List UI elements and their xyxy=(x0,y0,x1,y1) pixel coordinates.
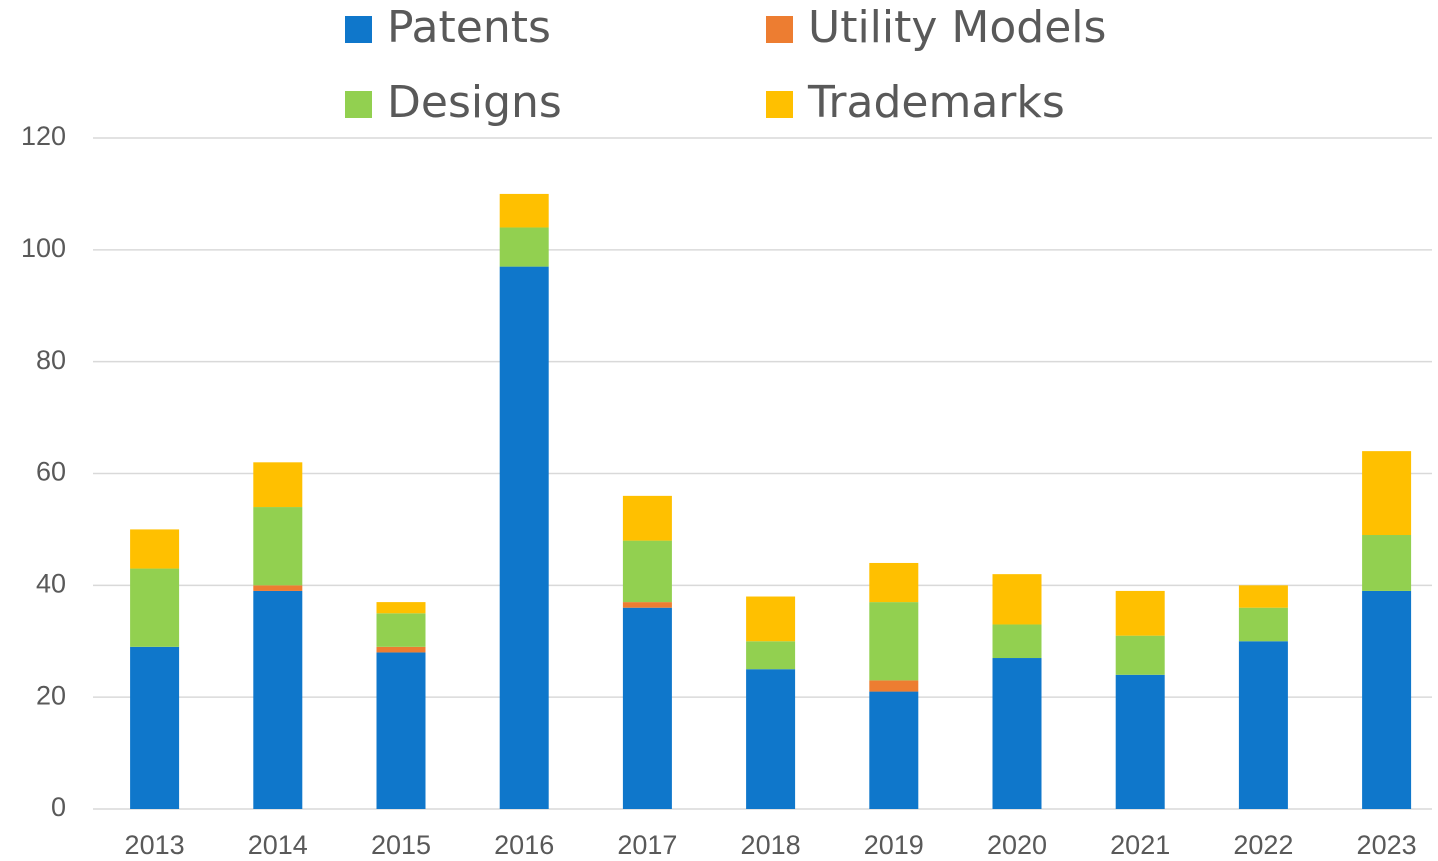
bar-segment xyxy=(746,596,796,642)
bar-segment xyxy=(130,646,180,809)
x-tick-label: 2015 xyxy=(371,830,431,860)
bar-segment xyxy=(130,529,180,569)
bar-segment xyxy=(253,462,303,508)
bar-segment xyxy=(253,585,303,591)
legend-swatch xyxy=(345,91,372,118)
legend-label: Trademarks xyxy=(807,77,1065,128)
bar-segment xyxy=(622,602,672,608)
bar-segment xyxy=(376,602,426,614)
x-tick-label: 2021 xyxy=(1110,830,1170,860)
legend-label: Patents xyxy=(387,2,551,53)
bar-segment xyxy=(1362,535,1412,591)
y-tick-label: 0 xyxy=(51,792,66,822)
bar-segment xyxy=(992,658,1042,809)
bar-segment xyxy=(1238,607,1288,642)
bar-segment xyxy=(1362,451,1412,536)
bar-segment xyxy=(376,652,426,809)
bar-segment xyxy=(1362,590,1412,809)
y-tick-label: 60 xyxy=(36,457,66,487)
bar-segment xyxy=(253,507,303,586)
bar-segment xyxy=(992,624,1042,659)
bar-segment xyxy=(499,266,549,809)
bar-segment xyxy=(869,602,919,681)
bar-segment xyxy=(622,540,672,603)
bar-segment xyxy=(1238,585,1288,608)
bar-segment xyxy=(1115,590,1165,636)
x-tick-label: 2020 xyxy=(987,830,1047,860)
bar-segment xyxy=(1238,641,1288,809)
bar-segment xyxy=(869,691,919,809)
x-tick-label: 2023 xyxy=(1357,830,1417,860)
bar-segment xyxy=(869,562,919,603)
y-tick-label: 40 xyxy=(36,568,66,598)
y-tick-label: 120 xyxy=(21,121,66,151)
bar-segment xyxy=(1115,674,1165,809)
bar-segment xyxy=(499,227,549,267)
legend-label: Designs xyxy=(387,77,562,128)
bar-segment xyxy=(746,641,796,670)
bar-segment xyxy=(376,646,426,653)
y-tick-label: 100 xyxy=(21,233,66,263)
x-tick-label: 2016 xyxy=(494,830,554,860)
x-tick-label: 2019 xyxy=(864,830,924,860)
legend-swatch xyxy=(766,91,793,118)
bar-segment xyxy=(1115,635,1165,675)
bar-segment xyxy=(869,680,919,692)
x-tick-label: 2013 xyxy=(125,830,185,860)
legend-swatch xyxy=(345,16,372,43)
bar-segment xyxy=(253,590,303,809)
bar-segment xyxy=(622,495,672,541)
bar-segment xyxy=(130,568,180,647)
y-tick-label: 80 xyxy=(36,345,66,375)
x-tick-label: 2017 xyxy=(617,830,677,860)
bar-segment xyxy=(376,613,426,647)
bar-segment xyxy=(499,193,549,228)
y-tick-label: 20 xyxy=(36,680,66,710)
bar-segment xyxy=(992,574,1042,625)
bar-segment xyxy=(622,607,672,809)
x-tick-label: 2022 xyxy=(1233,830,1293,860)
x-tick-label: 2014 xyxy=(248,830,308,860)
legend-label: Utility Models xyxy=(808,2,1106,53)
bar-segment xyxy=(746,669,796,809)
x-tick-label: 2018 xyxy=(741,830,801,860)
legend-swatch xyxy=(766,16,793,43)
